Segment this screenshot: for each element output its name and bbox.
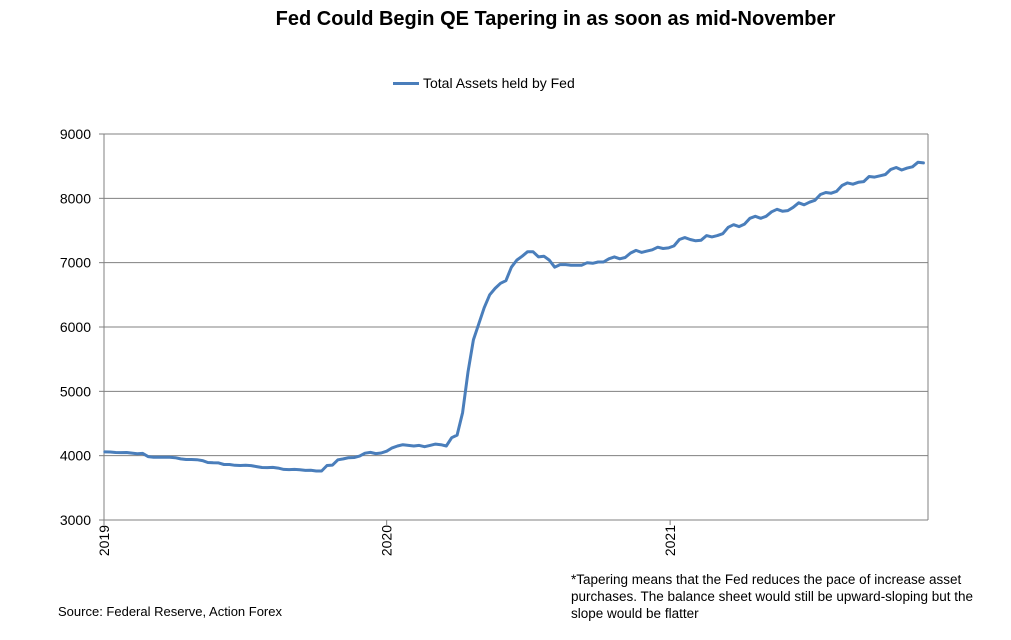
series-line-total-assets xyxy=(103,160,925,473)
x-tick-label: 2021 xyxy=(662,525,678,556)
tapering-footnote: *Tapering means that the Fed reduces the… xyxy=(571,572,974,621)
source-note: Source: Federal Reserve, Action Forex xyxy=(58,604,282,619)
y-tick-label: 3000 xyxy=(60,512,91,528)
y-tick-label: 7000 xyxy=(60,255,91,271)
y-tick-label: 5000 xyxy=(60,383,91,399)
x-tick-label: 2019 xyxy=(96,525,112,556)
y-tick-label: 9000 xyxy=(60,126,91,142)
legend-label: Total Assets held by Fed xyxy=(423,75,575,91)
x-axis: 2019 2020 2021 xyxy=(96,520,678,556)
y-tick-label: 6000 xyxy=(60,319,91,335)
legend: Total Assets held by Fed xyxy=(393,75,575,91)
legend-swatch xyxy=(393,81,419,85)
chart-title: Fed Could Begin QE Tapering in as soon a… xyxy=(275,8,836,30)
series-layer xyxy=(103,160,925,473)
x-tick-label: 2020 xyxy=(379,525,395,556)
grid-lines xyxy=(104,133,929,521)
y-tick-label: 8000 xyxy=(60,190,91,206)
y-tick-label: 4000 xyxy=(60,448,91,464)
y-axis: 3000 4000 5000 6000 7000 8000 9000 xyxy=(60,126,105,528)
